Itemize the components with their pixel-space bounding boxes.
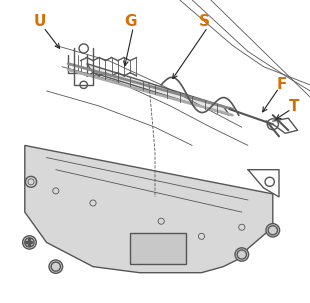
Polygon shape	[25, 145, 273, 273]
Text: G: G	[124, 14, 136, 29]
Polygon shape	[87, 64, 229, 115]
Text: F: F	[277, 77, 287, 92]
Circle shape	[266, 224, 280, 237]
Circle shape	[49, 260, 63, 273]
Text: U: U	[34, 14, 46, 29]
Text: S: S	[199, 14, 210, 29]
Circle shape	[235, 248, 249, 261]
Bar	[130, 233, 186, 264]
Text: T: T	[289, 98, 300, 114]
Circle shape	[23, 236, 36, 249]
